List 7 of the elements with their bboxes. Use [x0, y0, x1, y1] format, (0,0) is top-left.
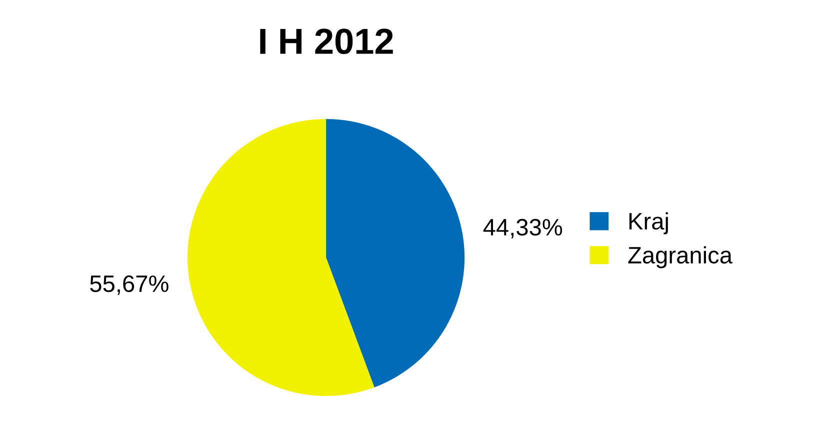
data-label: 44,33% — [483, 218, 562, 238]
data-label: 55,67% — [90, 275, 168, 295]
pie-slice — [188, 118, 374, 396]
legend-label: Zagranica — [628, 246, 732, 268]
legend-label: Kraj — [629, 212, 668, 234]
pie-slice — [326, 118, 465, 388]
chart-title: I H 2012 — [260, 28, 393, 54]
